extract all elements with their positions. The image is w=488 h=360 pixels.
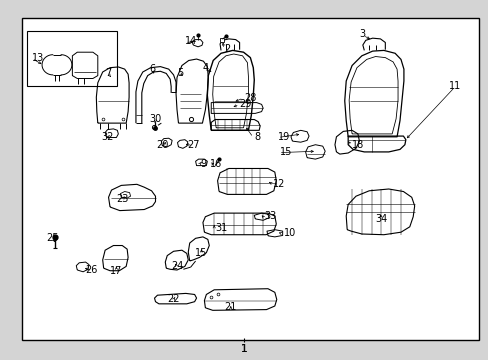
- FancyBboxPatch shape: [22, 18, 478, 340]
- Text: 19: 19: [277, 132, 289, 142]
- Text: 27: 27: [186, 140, 199, 150]
- Text: 26: 26: [85, 265, 98, 275]
- Text: 21: 21: [224, 302, 237, 312]
- Text: 1: 1: [241, 344, 247, 354]
- Text: 18: 18: [351, 140, 364, 150]
- Text: 7: 7: [105, 68, 111, 78]
- Text: 14: 14: [184, 36, 197, 46]
- Text: 9: 9: [200, 159, 206, 169]
- Text: 20: 20: [156, 140, 168, 150]
- Text: 24: 24: [170, 261, 183, 271]
- Text: 16: 16: [210, 159, 222, 169]
- Text: 15: 15: [279, 147, 291, 157]
- Text: 33: 33: [264, 211, 276, 221]
- Text: 11: 11: [447, 81, 460, 91]
- Text: 15: 15: [195, 248, 207, 258]
- Text: 12: 12: [272, 179, 285, 189]
- Text: 6: 6: [149, 64, 155, 74]
- Text: 31: 31: [215, 222, 227, 233]
- Text: 4: 4: [202, 63, 208, 73]
- Text: 23: 23: [116, 194, 128, 204]
- Text: 17: 17: [110, 266, 122, 276]
- Text: 29: 29: [239, 99, 251, 109]
- Text: 22: 22: [167, 294, 180, 304]
- Text: 8: 8: [254, 132, 260, 142]
- Text: 34: 34: [374, 214, 387, 224]
- Text: 28: 28: [244, 93, 256, 103]
- Text: 1: 1: [241, 344, 247, 354]
- Text: 3: 3: [359, 29, 365, 39]
- Text: 25: 25: [46, 233, 59, 243]
- Text: 2: 2: [224, 44, 230, 54]
- Text: 32: 32: [101, 132, 114, 142]
- FancyBboxPatch shape: [27, 31, 117, 86]
- Text: 13: 13: [32, 53, 44, 63]
- Text: 5: 5: [177, 68, 183, 78]
- Text: 30: 30: [149, 114, 162, 124]
- Text: 10: 10: [283, 228, 295, 238]
